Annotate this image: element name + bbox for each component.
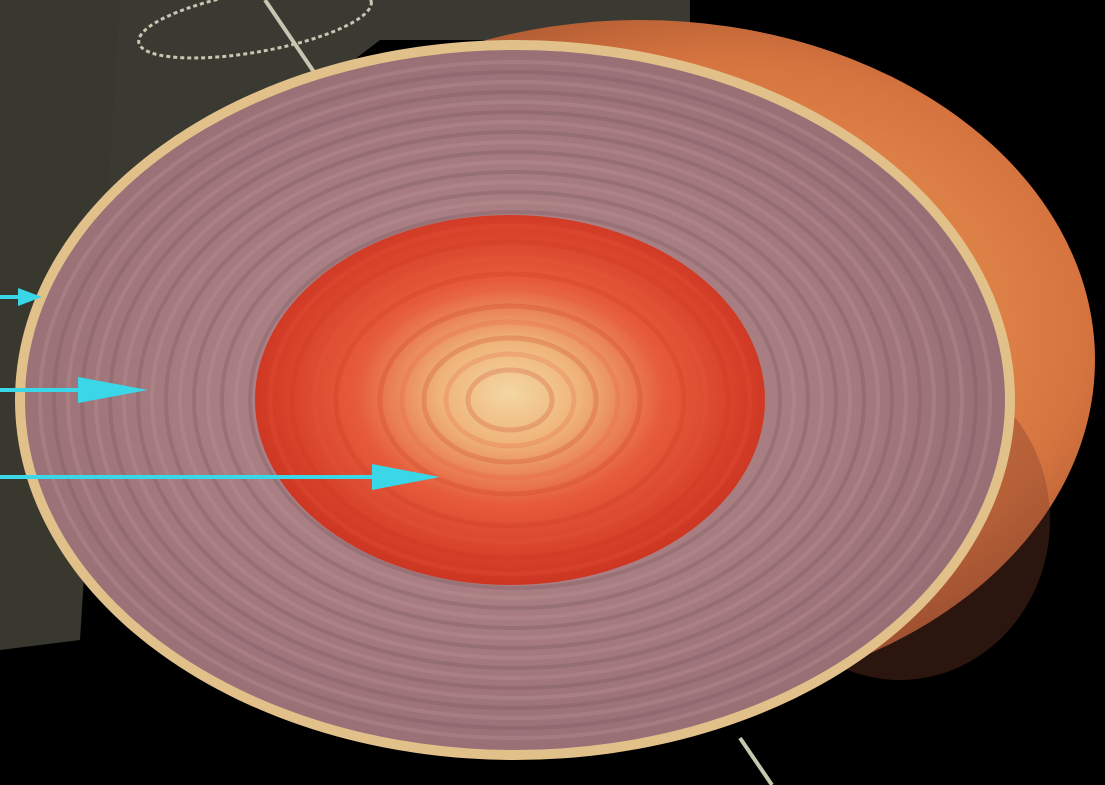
core-ring — [377, 303, 643, 497]
core-ring — [311, 255, 709, 545]
mantle-ring — [108, 110, 922, 690]
mantle-ring — [136, 130, 894, 670]
mantle-ring — [192, 170, 838, 630]
core-ring — [355, 287, 665, 513]
mantle-ring — [94, 100, 936, 700]
mantle-ring — [178, 160, 852, 640]
core-ring — [421, 335, 599, 465]
orbit-line — [137, 0, 373, 60]
core-ring — [289, 239, 731, 561]
mantle-ring — [52, 70, 978, 730]
mantle-ring — [38, 60, 992, 740]
arrow-middle — [0, 377, 148, 403]
core-ring — [465, 367, 555, 433]
mantle-ring — [150, 140, 880, 660]
core-ring — [267, 223, 753, 577]
mantle-ring — [122, 120, 908, 680]
axis-line-bottom — [738, 736, 774, 785]
axis-line-top — [263, 0, 320, 80]
mantle-ring — [66, 80, 964, 720]
core-ring — [443, 351, 577, 449]
arrow-bottom — [0, 464, 440, 490]
mantle-ring — [248, 210, 782, 590]
mantle-ring — [220, 190, 810, 610]
core-ring — [333, 271, 687, 529]
mantle-ring — [164, 150, 866, 650]
core — [255, 215, 765, 585]
mantle-ring — [206, 180, 824, 620]
core-ring — [399, 319, 621, 481]
arrow-top — [0, 288, 42, 306]
mantle-ring — [234, 200, 796, 600]
core-texture — [267, 223, 753, 577]
